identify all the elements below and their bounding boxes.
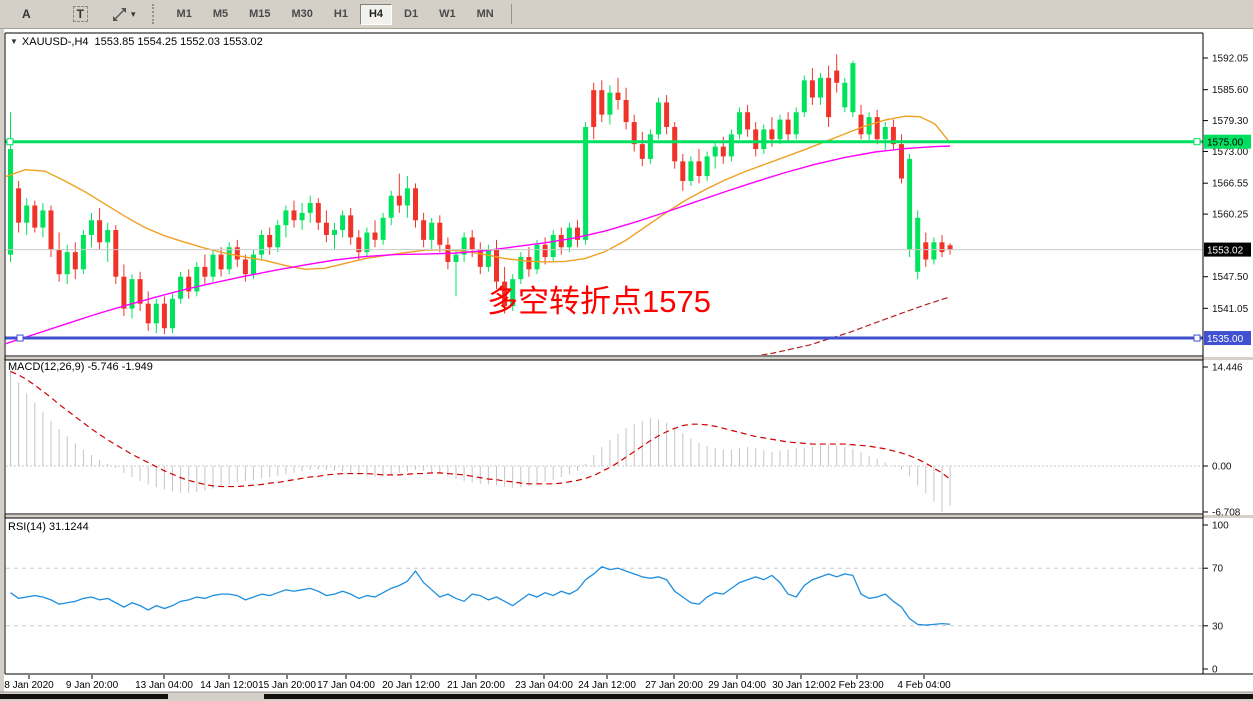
- svg-text:1573.00: 1573.00: [1212, 147, 1249, 158]
- timeframe-button-h4[interactable]: H4: [359, 3, 393, 25]
- toolbar: A T ▾ M1 M5 M15 M30 H1 H4 D1 W1 MN: [0, 0, 1253, 29]
- svg-text:1585.60: 1585.60: [1212, 85, 1249, 96]
- price-tag: [1204, 134, 1251, 149]
- timeframe-button-w1[interactable]: W1: [430, 4, 465, 25]
- svg-text:1566.55: 1566.55: [1212, 179, 1249, 190]
- line-handle[interactable]: [1193, 334, 1201, 342]
- svg-text:15 Jan 20:00: 15 Jan 20:00: [258, 680, 316, 691]
- arrows-tool-button[interactable]: ▾: [106, 4, 142, 25]
- svg-text:30 Jan 12:00: 30 Jan 12:00: [772, 680, 830, 691]
- svg-text:21 Jan 20:00: 21 Jan 20:00: [447, 680, 505, 691]
- svg-text:0.00: 0.00: [1212, 462, 1232, 473]
- main-chart-layer: [6, 54, 953, 355]
- svg-text:14.446: 14.446: [1212, 363, 1243, 374]
- svg-text:4 Feb 04:00: 4 Feb 04:00: [897, 680, 951, 691]
- timeframe-button-m15[interactable]: M15: [240, 4, 279, 25]
- svg-text:1553.02: 1553.02: [1207, 246, 1244, 257]
- line-handle[interactable]: [1193, 138, 1201, 146]
- svg-text:29 Jan 04:00: 29 Jan 04:00: [708, 680, 766, 691]
- svg-text:1547.50: 1547.50: [1212, 272, 1249, 283]
- macd-header: MACD(12,26,9) -5.746 -1.949: [8, 361, 153, 373]
- svg-text:30: 30: [1212, 621, 1224, 632]
- rsi-value: 31.1244: [48, 521, 89, 533]
- svg-text:1535.00: 1535.00: [1207, 334, 1244, 345]
- svg-text:100: 100: [1212, 521, 1229, 532]
- svg-text:20 Jan 12:00: 20 Jan 12:00: [382, 680, 440, 691]
- toolbar-separator-2: [510, 4, 517, 24]
- chart-annotation: 多空转折点1575: [487, 284, 711, 319]
- line-handle[interactable]: [6, 138, 14, 146]
- timeframe-button-d1[interactable]: D1: [395, 4, 427, 25]
- label-tool-glyph: T: [72, 6, 89, 22]
- timeframe-button-m1[interactable]: M1: [168, 4, 201, 25]
- toolbar-separator: [151, 4, 159, 24]
- svg-text:14 Jan 12:00: 14 Jan 12:00: [200, 680, 258, 691]
- scrollbar-thumb[interactable]: [0, 694, 168, 699]
- svg-text:9 Jan 20:00: 9 Jan 20:00: [66, 680, 119, 691]
- timeframe-button-mn[interactable]: MN: [468, 4, 503, 25]
- svg-text:1579.30: 1579.30: [1212, 116, 1249, 127]
- ohlc-readout: 1553.85 1554.25 1552.03 1553.02: [94, 36, 263, 48]
- svg-text:27 Jan 20:00: 27 Jan 20:00: [645, 680, 703, 691]
- macd-signal-line: [10, 370, 951, 488]
- svg-text:23 Jan 04:00: 23 Jan 04:00: [515, 680, 573, 691]
- price-tag: [1204, 331, 1251, 346]
- rsi-line: [10, 566, 951, 626]
- scrollbar-thumb[interactable]: [264, 694, 1253, 699]
- time-axis: 8 Jan 2020 9 Jan 20:00 13 Jan 04:00 14 Jan …: [4, 675, 951, 691]
- svg-text:1592.05: 1592.05: [1212, 54, 1249, 65]
- macd-layer: [10, 370, 951, 512]
- timeframe-button-h1[interactable]: H1: [325, 4, 357, 25]
- svg-text:1575.00: 1575.00: [1207, 138, 1244, 149]
- rsi-layer: [10, 566, 951, 626]
- price-axis: 1592.05 1585.60 1579.30 1573.00 1566.55 1560.…: [1203, 54, 1251, 676]
- macd-label: MACD(12,26,9): [8, 361, 85, 373]
- rsi-header: RSI(14) 31.1244: [8, 521, 89, 533]
- svg-text:17 Jan 04:00: 17 Jan 04:00: [317, 680, 375, 691]
- svg-text:13 Jan 04:00: 13 Jan 04:00: [135, 680, 193, 691]
- timeframe-toolbar: M1 M5 M15 M30 H1 H4 D1 W1 MN: [168, 3, 503, 25]
- dropdown-caret-icon: ▾: [131, 8, 136, 19]
- svg-text:1541.05: 1541.05: [1212, 304, 1249, 315]
- ma-orange-line: [6, 115, 951, 271]
- macd-values: -5.746 -1.949: [87, 361, 153, 373]
- svg-text:-6.708: -6.708: [1212, 507, 1241, 518]
- svg-text:0: 0: [1212, 665, 1218, 676]
- line-handle[interactable]: [16, 334, 24, 342]
- price-tag: [1204, 242, 1251, 257]
- svg-text:1560.25: 1560.25: [1212, 210, 1249, 221]
- svg-text:8 Jan 2020: 8 Jan 2020: [4, 680, 54, 691]
- svg-text:24 Jan 12:00: 24 Jan 12:00: [578, 680, 636, 691]
- label-tool-button[interactable]: T: [67, 4, 94, 25]
- svg-text:70: 70: [1212, 564, 1224, 575]
- rsi-label: RSI(14): [8, 521, 46, 533]
- candlestick-layer: [8, 54, 953, 335]
- collapse-triangle-icon[interactable]: ▼: [10, 37, 18, 46]
- symbol-period-label: XAUUSD-,H4: [21, 36, 89, 48]
- svg-text:2 Feb 23:00: 2 Feb 23:00: [830, 680, 884, 691]
- chart-header: ▼ XAUUSD-,H4 1553.85 1554.25 1552.03 1553.…: [10, 36, 269, 48]
- timeframe-button-m30[interactable]: M30: [283, 4, 322, 25]
- timeframe-button-m5[interactable]: M5: [204, 4, 237, 25]
- text-tool-button[interactable]: A: [16, 4, 37, 25]
- ma-magenta-line: [6, 145, 951, 345]
- arrows-icon: [113, 7, 127, 21]
